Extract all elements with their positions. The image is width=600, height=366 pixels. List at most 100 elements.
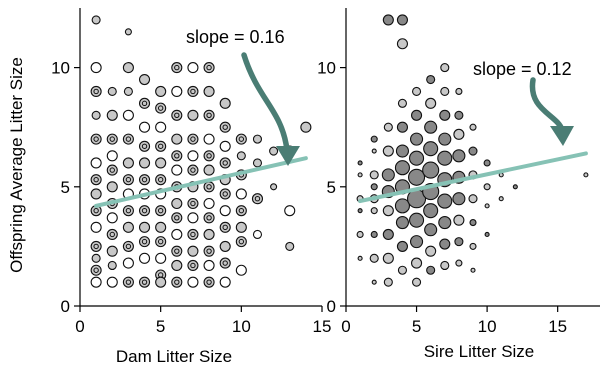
dam-data-point-ring — [206, 153, 212, 159]
dam-data-point — [138, 221, 151, 233]
dam-data-point — [171, 197, 183, 210]
dam-data-point-ring — [238, 207, 245, 214]
dam-data-point — [252, 229, 263, 240]
dam-data-point — [219, 257, 231, 269]
dam-data-point — [187, 164, 199, 176]
dam-y-tick-label: 0 — [61, 297, 70, 316]
dam-data-point — [138, 276, 151, 288]
dam-points-layer — [90, 15, 312, 288]
dam-data-point — [219, 121, 231, 133]
dam-data-point — [138, 157, 151, 169]
dam-data-point — [236, 151, 246, 161]
dam-data-point — [203, 62, 215, 74]
dam-data-point — [90, 174, 102, 186]
sire-data-point — [425, 245, 437, 257]
dam-data-point — [187, 276, 199, 288]
sire-data-point — [394, 198, 410, 214]
sire-data-point — [369, 170, 379, 180]
dam-data-point-ring — [238, 136, 245, 142]
dam-x-tick-label: 5 — [156, 317, 165, 336]
dam-data-point — [91, 253, 101, 263]
sire-data-point — [396, 38, 408, 50]
dam-data-point — [251, 193, 264, 205]
dam-data-point-ring — [238, 238, 245, 245]
sire-data-point — [397, 98, 407, 108]
dam-data-point-ring — [93, 243, 99, 250]
panel-sire: slope = 0.12 0 5 10 15 0 5 10 Sire Litter Size — [317, 8, 600, 361]
dam-data-point — [155, 121, 167, 133]
dam-data-point — [90, 62, 102, 74]
sire-x-tick-label: 10 — [478, 317, 497, 336]
sire-data-point — [468, 194, 478, 204]
dam-data-point-ring — [109, 136, 115, 142]
dam-data-point — [90, 157, 102, 169]
sire-data-point — [498, 196, 504, 202]
dam-data-point-ring — [190, 231, 196, 238]
dam-data-point — [106, 164, 118, 176]
dam-data-point — [203, 85, 215, 97]
sire-data-point — [395, 144, 409, 158]
sire-data-point — [412, 277, 422, 287]
sire-y-tick-label: 5 — [327, 178, 336, 197]
dam-data-point — [122, 257, 134, 269]
dam-data-point-ring — [125, 243, 132, 250]
sire-data-point — [470, 267, 476, 273]
dam-data-point — [155, 221, 167, 233]
sire-data-point — [437, 150, 453, 166]
dam-data-point-ring — [125, 176, 132, 183]
dam-data-point — [235, 205, 247, 217]
dam-data-point-ring — [222, 160, 228, 166]
dam-data-point-ring — [157, 143, 164, 149]
dam-data-point — [219, 205, 231, 217]
sire-data-point — [469, 219, 477, 227]
dam-data-point — [171, 133, 183, 145]
sire-data-point — [397, 265, 407, 275]
dam-data-point — [138, 236, 151, 248]
dam-data-point-ring — [174, 215, 180, 221]
dam-data-point-ring — [206, 112, 212, 118]
dam-slope-annotation: slope = 0.16 — [186, 27, 285, 47]
sire-data-point — [395, 216, 409, 230]
dam-data-point — [155, 252, 167, 264]
dam-data-point — [155, 102, 167, 114]
sire-data-point — [512, 184, 518, 190]
sire-data-point — [454, 110, 464, 120]
dam-data-point — [90, 264, 102, 276]
dam-data-point — [269, 146, 279, 156]
dam-data-point — [285, 241, 295, 251]
dam-data-point — [171, 62, 183, 74]
dam-data-point — [107, 86, 117, 96]
sire-data-point — [370, 135, 378, 143]
dam-data-point-ring — [222, 191, 228, 197]
sire-data-point — [426, 74, 436, 85]
dam-data-point-ring — [141, 279, 148, 285]
dam-x-tick-label: 10 — [232, 317, 251, 336]
dam-data-point — [155, 140, 167, 152]
dam-data-point — [203, 164, 215, 176]
dam-data-point-ring — [93, 207, 99, 214]
sire-x-tick-label: 5 — [412, 317, 421, 336]
dam-data-point — [107, 260, 117, 271]
sire-data-point — [423, 203, 439, 219]
sire-data-point — [411, 109, 423, 121]
sire-data-point — [412, 86, 422, 96]
dam-data-point — [235, 133, 247, 145]
dam-data-point-ring — [206, 184, 212, 190]
sire-data-point — [357, 208, 363, 214]
dam-data-point — [219, 140, 231, 152]
dam-data-point — [219, 221, 231, 233]
sire-data-point — [439, 109, 451, 121]
sire-data-point — [369, 253, 379, 263]
dam-data-point — [90, 85, 102, 97]
dam-data-point — [138, 97, 151, 109]
dam-data-point-ring — [141, 238, 148, 245]
dam-data-point — [106, 245, 118, 257]
dam-data-point-ring — [125, 207, 132, 214]
dam-data-point — [187, 85, 199, 97]
sire-x-tick-label: 15 — [548, 317, 567, 336]
dam-data-point — [300, 121, 312, 133]
dam-slope-arrowhead-icon — [276, 146, 300, 166]
dam-data-point — [138, 174, 151, 186]
sire-data-point — [455, 259, 463, 267]
